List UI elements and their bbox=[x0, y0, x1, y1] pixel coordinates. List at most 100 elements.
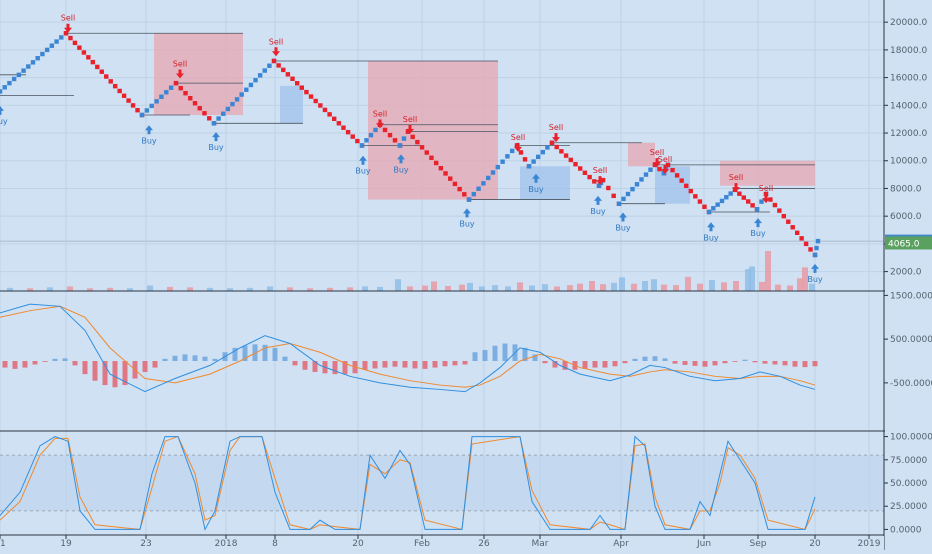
volume-bar bbox=[407, 286, 413, 291]
renko-brick-up bbox=[526, 164, 532, 169]
macd-histogram-bar bbox=[52, 358, 58, 361]
renko-brick-down bbox=[457, 186, 462, 192]
volume-bar bbox=[733, 281, 739, 291]
time-tick-label: 2018 bbox=[215, 539, 238, 549]
buy-sell-signals: Buy Buy Buy Buy Buy Buy Buy Buy Buy Buy Buy Buy Sell… bbox=[0, 14, 823, 284]
renko-brick-up bbox=[531, 159, 536, 164]
renko-brick-up bbox=[364, 138, 369, 143]
renko-brick-down bbox=[345, 129, 351, 135]
macd-histogram-bar bbox=[292, 361, 298, 366]
renko-brick-down bbox=[281, 67, 286, 73]
volume-bar bbox=[67, 286, 73, 291]
renko-brick-down bbox=[81, 50, 87, 55]
buy-arrow bbox=[359, 155, 367, 165]
volume-bar bbox=[651, 279, 657, 291]
renko-brick-up bbox=[40, 51, 45, 57]
renko-brick-down bbox=[355, 138, 360, 144]
buy-arrow bbox=[212, 132, 220, 142]
renko-brick-up bbox=[244, 87, 249, 92]
renko-brick-up bbox=[728, 191, 733, 196]
macd-histogram-bar bbox=[792, 361, 798, 367]
renko-brick-down bbox=[86, 55, 91, 60]
volume-bar bbox=[422, 285, 428, 291]
macd-histogram-bar bbox=[472, 352, 478, 361]
volume-bar bbox=[87, 288, 93, 291]
renko-brick-down bbox=[424, 150, 429, 155]
volume-bar bbox=[775, 284, 781, 291]
macd-histogram-bar bbox=[462, 361, 468, 365]
time-tick-label: 1 bbox=[0, 539, 6, 549]
volume-bar bbox=[661, 284, 667, 291]
renko-brick-down bbox=[382, 127, 388, 133]
price-tick-label: 14000.0 bbox=[890, 101, 927, 111]
volume-bar bbox=[47, 287, 53, 291]
price-tick-label: 2000.0 bbox=[890, 268, 922, 278]
volume-bar bbox=[327, 287, 333, 291]
volume-bar bbox=[107, 287, 113, 291]
macd-histogram-bar bbox=[662, 358, 668, 361]
renko-brick-down bbox=[63, 31, 69, 36]
macd-histogram-bar bbox=[92, 361, 98, 381]
buy-arrow bbox=[145, 125, 153, 135]
renko-brick-down bbox=[768, 197, 773, 202]
sell-label: Sell bbox=[173, 59, 187, 68]
renko-brick-up bbox=[44, 47, 50, 53]
stochastic-tick-label: 25.0000 bbox=[890, 502, 927, 512]
volume-bar bbox=[27, 288, 33, 291]
renko-brick-down bbox=[99, 69, 104, 74]
sell-arrow bbox=[406, 124, 414, 134]
renko-brick-down bbox=[350, 134, 355, 139]
renko-brick-up bbox=[639, 177, 644, 182]
macd-histogram-bar bbox=[802, 361, 808, 368]
renko-bricks bbox=[0, 31, 821, 258]
renko-brick-up bbox=[216, 116, 221, 121]
renko-brick-down bbox=[554, 144, 559, 150]
macd-histogram-bar bbox=[422, 361, 428, 369]
renko-brick-down bbox=[415, 139, 420, 145]
macd-tick-label: -500.0000 bbox=[890, 379, 932, 389]
time-tick-label: 20 bbox=[809, 539, 821, 549]
renko-brick-down bbox=[582, 170, 588, 175]
time-tick-label: Feb bbox=[414, 539, 430, 549]
renko-brick-down bbox=[68, 35, 73, 41]
sell-arrow bbox=[596, 176, 604, 186]
renko-brick-down bbox=[518, 150, 524, 155]
macd-histogram-bar bbox=[82, 361, 88, 375]
buy-label: Buy bbox=[750, 229, 766, 238]
buy-label: Buy bbox=[807, 275, 823, 284]
sell-arrow bbox=[762, 194, 770, 204]
renko-brick-up bbox=[144, 108, 150, 113]
macd-histogram-bar bbox=[602, 361, 608, 368]
price-tick-label: 8000.0 bbox=[890, 184, 922, 194]
renko-brick-down bbox=[665, 162, 671, 168]
macd-histogram-bar bbox=[722, 361, 728, 364]
volume-bar bbox=[377, 286, 383, 291]
macd-histogram-bar bbox=[632, 358, 638, 361]
renko-brick-up bbox=[815, 238, 821, 244]
macd-histogram-bar bbox=[192, 355, 198, 361]
macd-histogram-bar bbox=[582, 361, 588, 369]
volume-bar bbox=[207, 287, 213, 291]
macd-histogram-bar bbox=[332, 361, 338, 375]
renko-brick-up bbox=[2, 85, 7, 90]
buy-label: Buy bbox=[528, 185, 544, 194]
macd-histogram-bar bbox=[782, 361, 788, 366]
renko-brick-down bbox=[679, 178, 684, 183]
volume-bar bbox=[459, 284, 465, 291]
renko-brick-up bbox=[16, 72, 22, 78]
renko-brick-down bbox=[313, 98, 318, 104]
renko-brick-up bbox=[490, 170, 496, 175]
renko-brick-up bbox=[397, 143, 403, 148]
renko-brick-up bbox=[35, 56, 40, 61]
renko-brick-up bbox=[248, 82, 254, 88]
macd-histogram-bar bbox=[152, 361, 158, 368]
renko-brick-down bbox=[72, 40, 78, 46]
renko-brick-down bbox=[790, 225, 795, 230]
renko-brick-down bbox=[405, 129, 411, 134]
renko-brick-up bbox=[643, 172, 649, 177]
renko-brick-up bbox=[26, 64, 31, 69]
sell-zone bbox=[368, 60, 498, 200]
renko-brick-down bbox=[90, 59, 96, 65]
volume-bar bbox=[642, 281, 648, 291]
macd-histogram-bar bbox=[182, 354, 188, 361]
